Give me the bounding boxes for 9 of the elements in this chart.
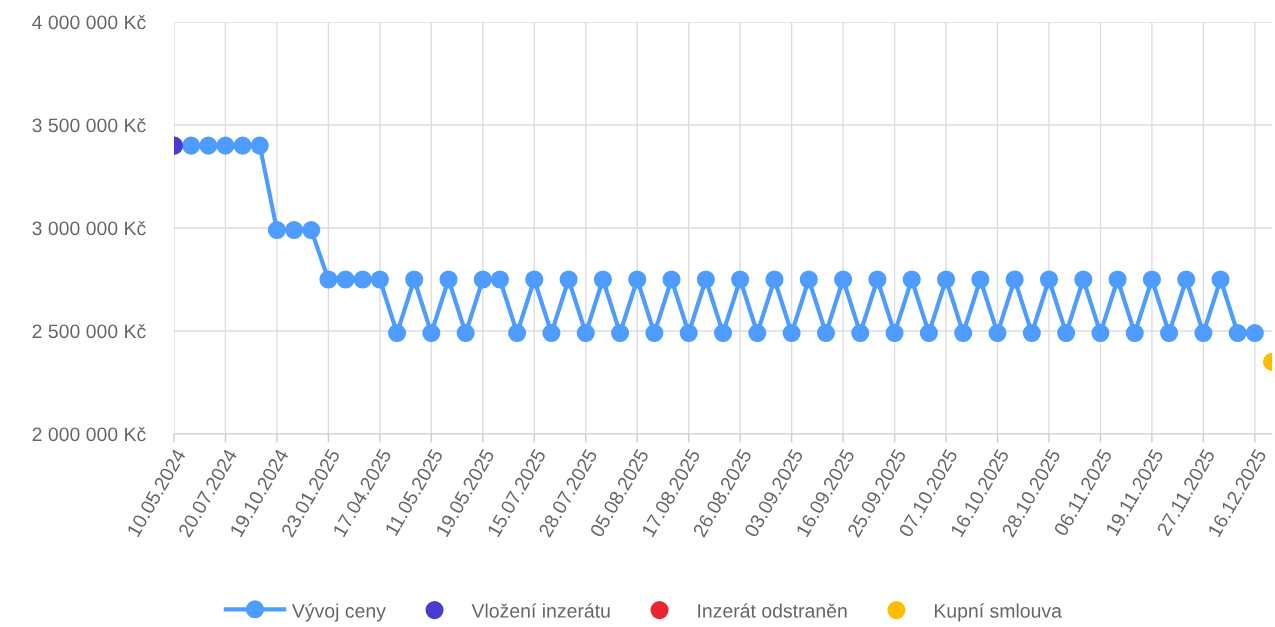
legend-label: Inzerát odstraněn bbox=[698, 603, 847, 618]
y-tick-label: 4 000 000 Kč bbox=[32, 14, 146, 30]
y-tick-label: 2 500 000 Kč bbox=[32, 323, 146, 339]
y-tick-label: 3 500 000 Kč bbox=[32, 117, 146, 133]
legend-label: Vložení inzerátu bbox=[471, 603, 610, 618]
y-tick-label: 3 000 000 Kč bbox=[32, 220, 146, 236]
y-tick-label: 2 000 000 Kč bbox=[32, 426, 146, 442]
legend-label: Kupní smlouva bbox=[934, 603, 1062, 622]
legend-label: Vývoj ceny bbox=[291, 603, 386, 622]
